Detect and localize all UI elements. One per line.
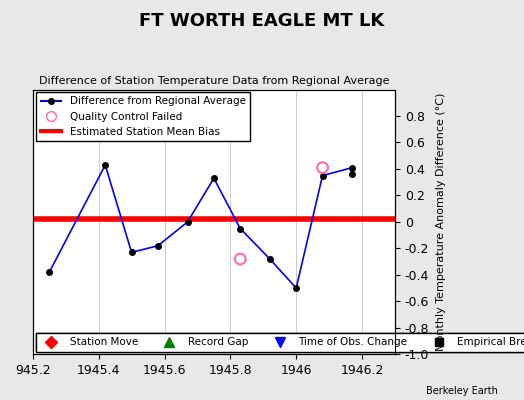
Legend: Station Move, Record Gap, Time of Obs. Change, Empirical Break: Station Move, Record Gap, Time of Obs. C… bbox=[37, 333, 524, 352]
Point bbox=[319, 164, 327, 171]
Y-axis label: Monthly Temperature Anomaly Difference (°C): Monthly Temperature Anomaly Difference (… bbox=[436, 93, 446, 351]
Point bbox=[236, 256, 244, 262]
Text: Berkeley Earth: Berkeley Earth bbox=[426, 386, 498, 396]
Title: Difference of Station Temperature Data from Regional Average: Difference of Station Temperature Data f… bbox=[39, 76, 389, 86]
Text: FT WORTH EAGLE MT LK: FT WORTH EAGLE MT LK bbox=[139, 12, 385, 30]
